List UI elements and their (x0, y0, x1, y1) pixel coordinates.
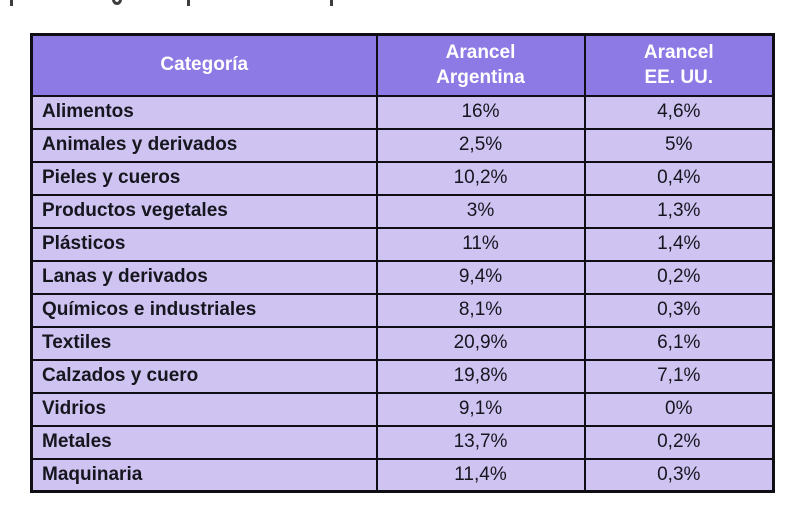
us-tariff-cell: 7,1% (583, 358, 775, 394)
us-tariff-cell: 0,2% (583, 424, 775, 460)
argentina-tariff-cell: 16% (375, 94, 586, 130)
us-tariff-cell: 0,3% (583, 457, 775, 493)
argentina-tariff-cell: 19,8% (375, 358, 586, 394)
us-tariff-cell: 1,4% (583, 226, 775, 262)
argentina-tariff-cell: 11,4% (375, 457, 586, 493)
header-row: Categoría Arancel Argentina Arancel EE. … (30, 33, 775, 97)
argentina-tariff-cell: 13,7% (375, 424, 586, 460)
category-cell: Textiles (30, 325, 378, 361)
table-row: Metales 13,7% 0,2% (30, 424, 775, 460)
us-tariff-cell: 5% (583, 127, 775, 163)
tariff-table-container: Categoría Arancel Argentina Arancel EE. … (30, 33, 775, 493)
table-row: Calzados y cuero 19,8% 7,1% (30, 358, 775, 394)
category-cell: Lanas y derivados (30, 259, 378, 295)
category-cell: Metales (30, 424, 378, 460)
argentina-tariff-cell: 9,4% (375, 259, 586, 295)
category-cell: Calzados y cuero (30, 358, 378, 394)
us-tariff-cell: 0,2% (583, 259, 775, 295)
argentina-tariff-cell: 2,5% (375, 127, 586, 163)
argentina-tariff-cell: 20,9% (375, 325, 586, 361)
cropped-letter-descender (330, 0, 333, 6)
category-cell: Productos vegetales (30, 193, 378, 229)
category-cell: Pieles y cueros (30, 160, 378, 196)
column-header-categoria: Categoría (30, 33, 378, 97)
column-header-arancel-argentina: Arancel Argentina (375, 33, 586, 97)
table-row: Químicos e industriales 8,1% 0,3% (30, 292, 775, 328)
category-cell: Vidrios (30, 391, 378, 427)
us-tariff-cell: 4,6% (583, 94, 775, 130)
us-tariff-cell: 0% (583, 391, 775, 427)
cropped-letter-descender (10, 0, 13, 6)
category-cell: Animales y derivados (30, 127, 378, 163)
cropped-letter-g-loop (112, 0, 122, 5)
table-row: Vidrios 9,1% 0% (30, 391, 775, 427)
argentina-tariff-cell: 9,1% (375, 391, 586, 427)
category-cell: Plásticos (30, 226, 378, 262)
us-tariff-cell: 6,1% (583, 325, 775, 361)
argentina-tariff-cell: 11% (375, 226, 586, 262)
us-tariff-cell: 1,3% (583, 193, 775, 229)
table-row: Textiles 20,9% 6,1% (30, 325, 775, 361)
column-header-arancel-eeuu: Arancel EE. UU. (583, 33, 775, 97)
cropped-letter-descender (187, 0, 190, 6)
category-cell: Alimentos (30, 94, 378, 130)
tariff-comparison-table: Categoría Arancel Argentina Arancel EE. … (30, 33, 775, 493)
argentina-tariff-cell: 8,1% (375, 292, 586, 328)
table-row: Animales y derivados 2,5% 5% (30, 127, 775, 163)
category-cell: Químicos e industriales (30, 292, 378, 328)
table-row: Pieles y cueros 10,2% 0,4% (30, 160, 775, 196)
table-row: Alimentos 16% 4,6% (30, 94, 775, 130)
argentina-tariff-cell: 10,2% (375, 160, 586, 196)
category-cell: Maquinaria (30, 457, 378, 493)
us-tariff-cell: 0,3% (583, 292, 775, 328)
argentina-tariff-cell: 3% (375, 193, 586, 229)
cropped-text-line (0, 0, 800, 7)
us-tariff-cell: 0,4% (583, 160, 775, 196)
table-row: Maquinaria 11,4% 0,3% (30, 457, 775, 493)
table-row: Lanas y derivados 9,4% 0,2% (30, 259, 775, 295)
table-row: Plásticos 11% 1,4% (30, 226, 775, 262)
table-row: Productos vegetales 3% 1,3% (30, 193, 775, 229)
